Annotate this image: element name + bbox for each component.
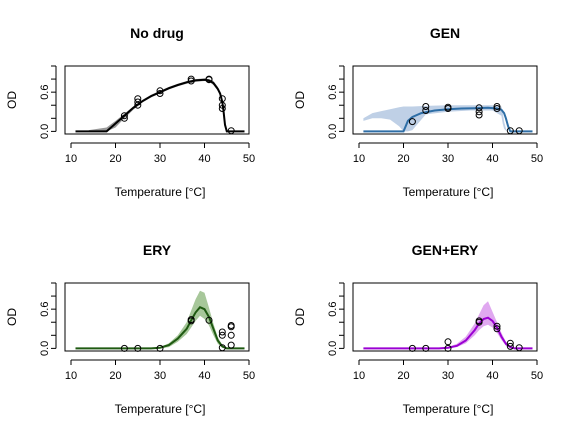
x-tick-label: 10 xyxy=(353,153,365,165)
y-tick-label: 0.0 xyxy=(39,124,51,139)
x-tick-label: 10 xyxy=(65,153,77,165)
x-tick-label: 30 xyxy=(442,370,454,382)
data-point xyxy=(156,87,164,95)
x-tick-label: 40 xyxy=(486,153,498,165)
chart-title: GEN+ERY xyxy=(412,242,479,258)
fit-curve xyxy=(75,305,245,350)
fit-curve xyxy=(75,78,245,133)
data-point xyxy=(444,103,452,111)
x-tick-label: 50 xyxy=(243,370,255,382)
x-tick-label: 30 xyxy=(442,153,454,165)
data-point xyxy=(493,322,501,330)
data-point xyxy=(218,105,226,112)
chart-title: GEN xyxy=(430,25,460,41)
data-point xyxy=(422,103,430,110)
data-point xyxy=(475,111,483,119)
data-point xyxy=(227,331,235,339)
x-axis-label: Temperature [°C] xyxy=(403,402,494,416)
y-tick-label: 0.6 xyxy=(327,302,339,317)
plot-frame xyxy=(352,282,538,352)
data-point xyxy=(205,316,213,324)
data-point xyxy=(120,114,128,122)
x-axis-label: Temperature [°C] xyxy=(115,402,206,416)
data-point xyxy=(493,105,501,112)
chart-panel-1: No drug 10 20 30 40 50 Temperature [°C] 0.0 0.6 O… xyxy=(5,25,255,199)
y-axis-label: OD xyxy=(5,91,19,109)
x-tick-label: 40 xyxy=(486,370,498,382)
data-point xyxy=(422,107,430,114)
data-point xyxy=(218,101,226,109)
x-axis-label: Temperature [°C] xyxy=(115,185,206,199)
y-axis-label: OD xyxy=(293,91,307,109)
y-tick-label: 0.6 xyxy=(327,85,339,100)
data-point xyxy=(506,339,514,347)
y-tick-label: 0.6 xyxy=(39,302,51,317)
x-tick-label: 10 xyxy=(353,370,365,382)
data-point xyxy=(227,323,235,331)
chart-panel-2: GEN 10 20 30 40 50 Temperature [°C] 0.0 0.6 OD xyxy=(293,25,543,199)
data-point xyxy=(205,75,213,83)
confidence-band xyxy=(151,290,227,349)
x-tick-label: 50 xyxy=(243,153,255,165)
chart-panel-4: GEN+ERY 10 20 30 40 50 Temperature [°C] 0.0 0.6 O… xyxy=(293,242,543,416)
y-tick-label: 0.0 xyxy=(39,341,51,356)
data-point xyxy=(218,328,226,336)
data-point xyxy=(493,325,501,333)
data-point xyxy=(218,331,226,339)
x-tick-label: 30 xyxy=(154,370,166,382)
x-tick-label: 30 xyxy=(154,153,166,165)
x-tick-label: 40 xyxy=(198,370,210,382)
chart-title: ERY xyxy=(143,242,172,258)
x-tick-label: 20 xyxy=(109,153,121,165)
x-tick-label: 10 xyxy=(65,370,77,382)
y-axis-label: OD xyxy=(5,308,19,326)
fit-curve xyxy=(363,106,533,133)
data-point xyxy=(227,341,235,349)
x-tick-label: 20 xyxy=(397,370,409,382)
confidence-band xyxy=(88,78,227,132)
data-point xyxy=(187,317,195,325)
plot-frame xyxy=(352,65,538,135)
y-tick-label: 0.0 xyxy=(327,124,339,139)
x-tick-label: 20 xyxy=(397,153,409,165)
x-axis-label: Temperature [°C] xyxy=(403,185,494,199)
data-point xyxy=(187,75,195,83)
data-point xyxy=(134,98,142,106)
x-tick-label: 50 xyxy=(531,370,543,382)
y-tick-label: 0.0 xyxy=(327,341,339,356)
data-point xyxy=(506,342,514,350)
chart-title: No drug xyxy=(130,25,184,41)
data-point xyxy=(408,118,416,126)
y-tick-label: 0.6 xyxy=(39,85,51,100)
data-point xyxy=(475,318,483,326)
plot-frame xyxy=(64,282,250,352)
data-point xyxy=(493,103,501,110)
data-point xyxy=(120,112,128,120)
data-point xyxy=(444,338,452,346)
data-point xyxy=(156,90,164,97)
data-point xyxy=(187,77,195,85)
y-axis-label: OD xyxy=(293,308,307,326)
x-tick-label: 20 xyxy=(109,370,121,382)
chart-panel-3: ERY 10 20 30 40 50 Temperature [°C] 0.0 0.6 OD xyxy=(5,242,255,416)
x-tick-label: 40 xyxy=(198,153,210,165)
data-point xyxy=(134,101,142,109)
plot-frame xyxy=(64,65,250,135)
confidence-band xyxy=(363,105,507,132)
data-point xyxy=(475,104,483,112)
data-point xyxy=(475,108,483,116)
x-tick-label: 50 xyxy=(531,153,543,165)
